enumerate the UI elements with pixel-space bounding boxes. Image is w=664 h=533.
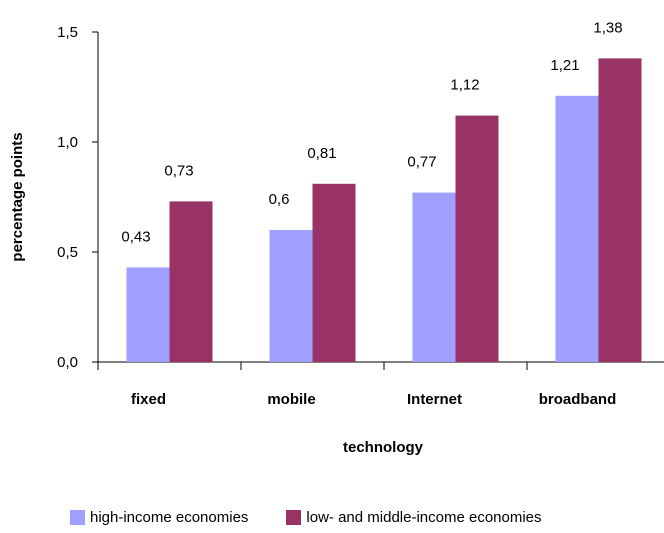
x-category-label: Internet (407, 391, 462, 408)
y-tick-label: 1,0 (57, 134, 78, 151)
x-axis: fixed mobile Internet broadband (97, 361, 664, 408)
x-category-label: mobile (267, 391, 315, 408)
y-axis: 0,0 0,5 1,0 1,5 (57, 24, 99, 371)
data-label: 0,81 (307, 145, 336, 162)
legend: high-income economies low- and middle-in… (70, 509, 580, 526)
bar-mobile-series-0 (269, 230, 313, 362)
legend-swatch-low-middle-income (286, 510, 302, 525)
x-category-label: broadband (539, 391, 617, 408)
data-label: 0,43 (121, 228, 150, 245)
data-label: 1,12 (450, 77, 479, 94)
bar-broadband-series-0 (555, 95, 599, 363)
x-category-label: fixed (131, 391, 166, 408)
data-label: 1,38 (593, 19, 622, 36)
data-label: 1,21 (550, 57, 579, 74)
legend-item-high-income: high-income economies (70, 509, 248, 526)
y-axis-title: percentage points (9, 132, 26, 261)
y-tick-label: 0,0 (57, 354, 78, 371)
bar-internet-series-1 (455, 115, 499, 362)
bar-chart: 0,0 0,5 1,0 1,5 fixed mobile Internet broadban… (9, 19, 664, 456)
bar-broadband-series-1 (598, 58, 642, 363)
bar-internet-series-0 (412, 192, 456, 362)
data-label: 0,6 (269, 191, 290, 208)
bar-mobile-series-1 (312, 183, 356, 362)
data-label: 0,73 (164, 162, 193, 179)
x-axis-title: technology (343, 439, 424, 456)
legend-label-low-middle-income: low- and middle-income economies (306, 509, 542, 526)
legend-label-high-income: high-income economies (90, 509, 249, 526)
legend-swatch-high-income (70, 510, 85, 525)
bar-fixed-series-1 (169, 201, 213, 362)
bar-fixed-series-0 (126, 267, 170, 362)
bars (126, 58, 642, 363)
data-labels: 0,43 0,6 0,77 1,21 0,73 0,81 1,12 1,38 (121, 19, 622, 245)
data-label: 0,77 (407, 154, 436, 171)
y-tick-label: 1,5 (57, 24, 78, 41)
legend-item-low-middle-income: low- and middle-income economies (286, 509, 542, 526)
y-tick-label: 0,5 (57, 244, 78, 261)
